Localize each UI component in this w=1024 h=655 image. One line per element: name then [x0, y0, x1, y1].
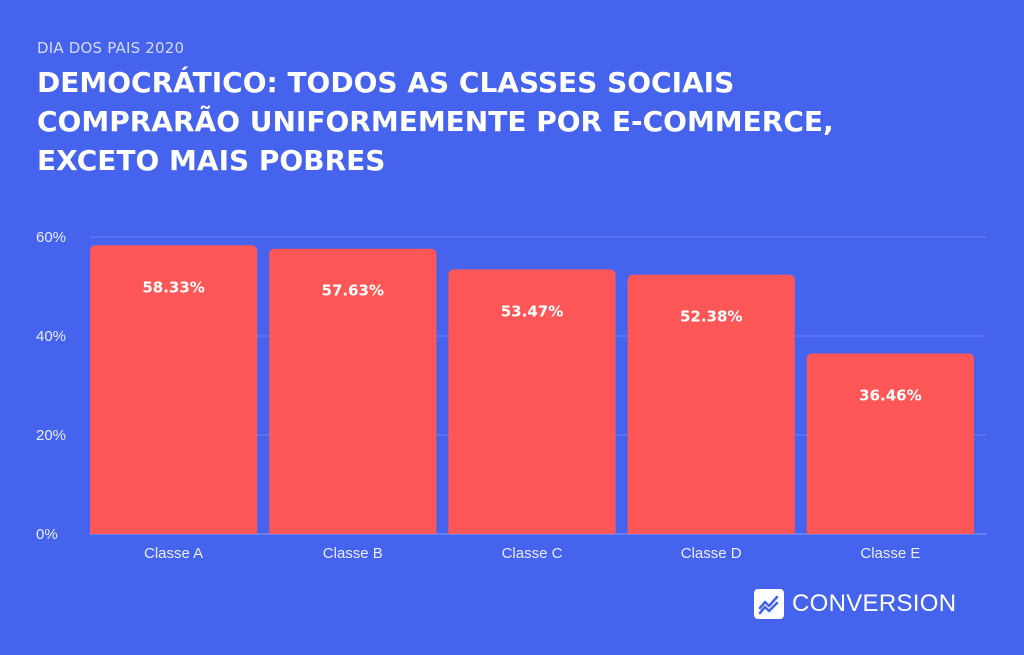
x-category-label: Classe D: [681, 545, 742, 562]
brand-logo: CONVERSION: [754, 589, 956, 619]
bar-value-label: 58.33%: [142, 278, 204, 296]
x-category-label: Classe C: [502, 545, 563, 562]
chart-line-icon: [754, 589, 784, 619]
chart-title-line-3: EXCETO MAIS POBRES: [37, 144, 386, 177]
bar-value-label: 36.46%: [859, 387, 921, 405]
bars: [90, 245, 974, 535]
chart-title-line-1: DEMOCRÁTICO: TODOS AS CLASSES SOCIAIS: [37, 66, 735, 99]
brand-name: CONVERSION: [792, 590, 957, 617]
chart-title: DEMOCRÁTICO: TODOS AS CLASSES SOCIAIS CO…: [37, 63, 997, 180]
chart-title-line-2: COMPRARÃO UNIFORMEMENTE POR E-COMMERCE,: [37, 105, 834, 138]
bar-classe-b: [269, 248, 437, 534]
y-tick-label: 40%: [36, 328, 66, 345]
y-tick-label: 60%: [36, 229, 66, 246]
y-tick-label: 20%: [36, 427, 66, 444]
y-tick-label: 0%: [36, 526, 58, 543]
x-category-label: Classe B: [323, 545, 383, 562]
bar-value-label: 52.38%: [680, 308, 742, 326]
labels: 0% 20% 40% 60% 58.33% Classe A 57.63% Classe B 5…: [36, 229, 922, 562]
bar-value-label: 57.63%: [322, 282, 384, 300]
chart-subtitle: DIA DOS PAIS 2020: [37, 39, 185, 57]
bar-classe-e: [806, 353, 974, 534]
x-category-label: Classe E: [860, 545, 920, 562]
x-category-label: Classe A: [144, 545, 203, 562]
bar-classe-a: [90, 245, 258, 535]
bar-classe-c: [448, 269, 616, 534]
bar-value-label: 53.47%: [501, 302, 563, 320]
bar-classe-d: [627, 274, 795, 534]
